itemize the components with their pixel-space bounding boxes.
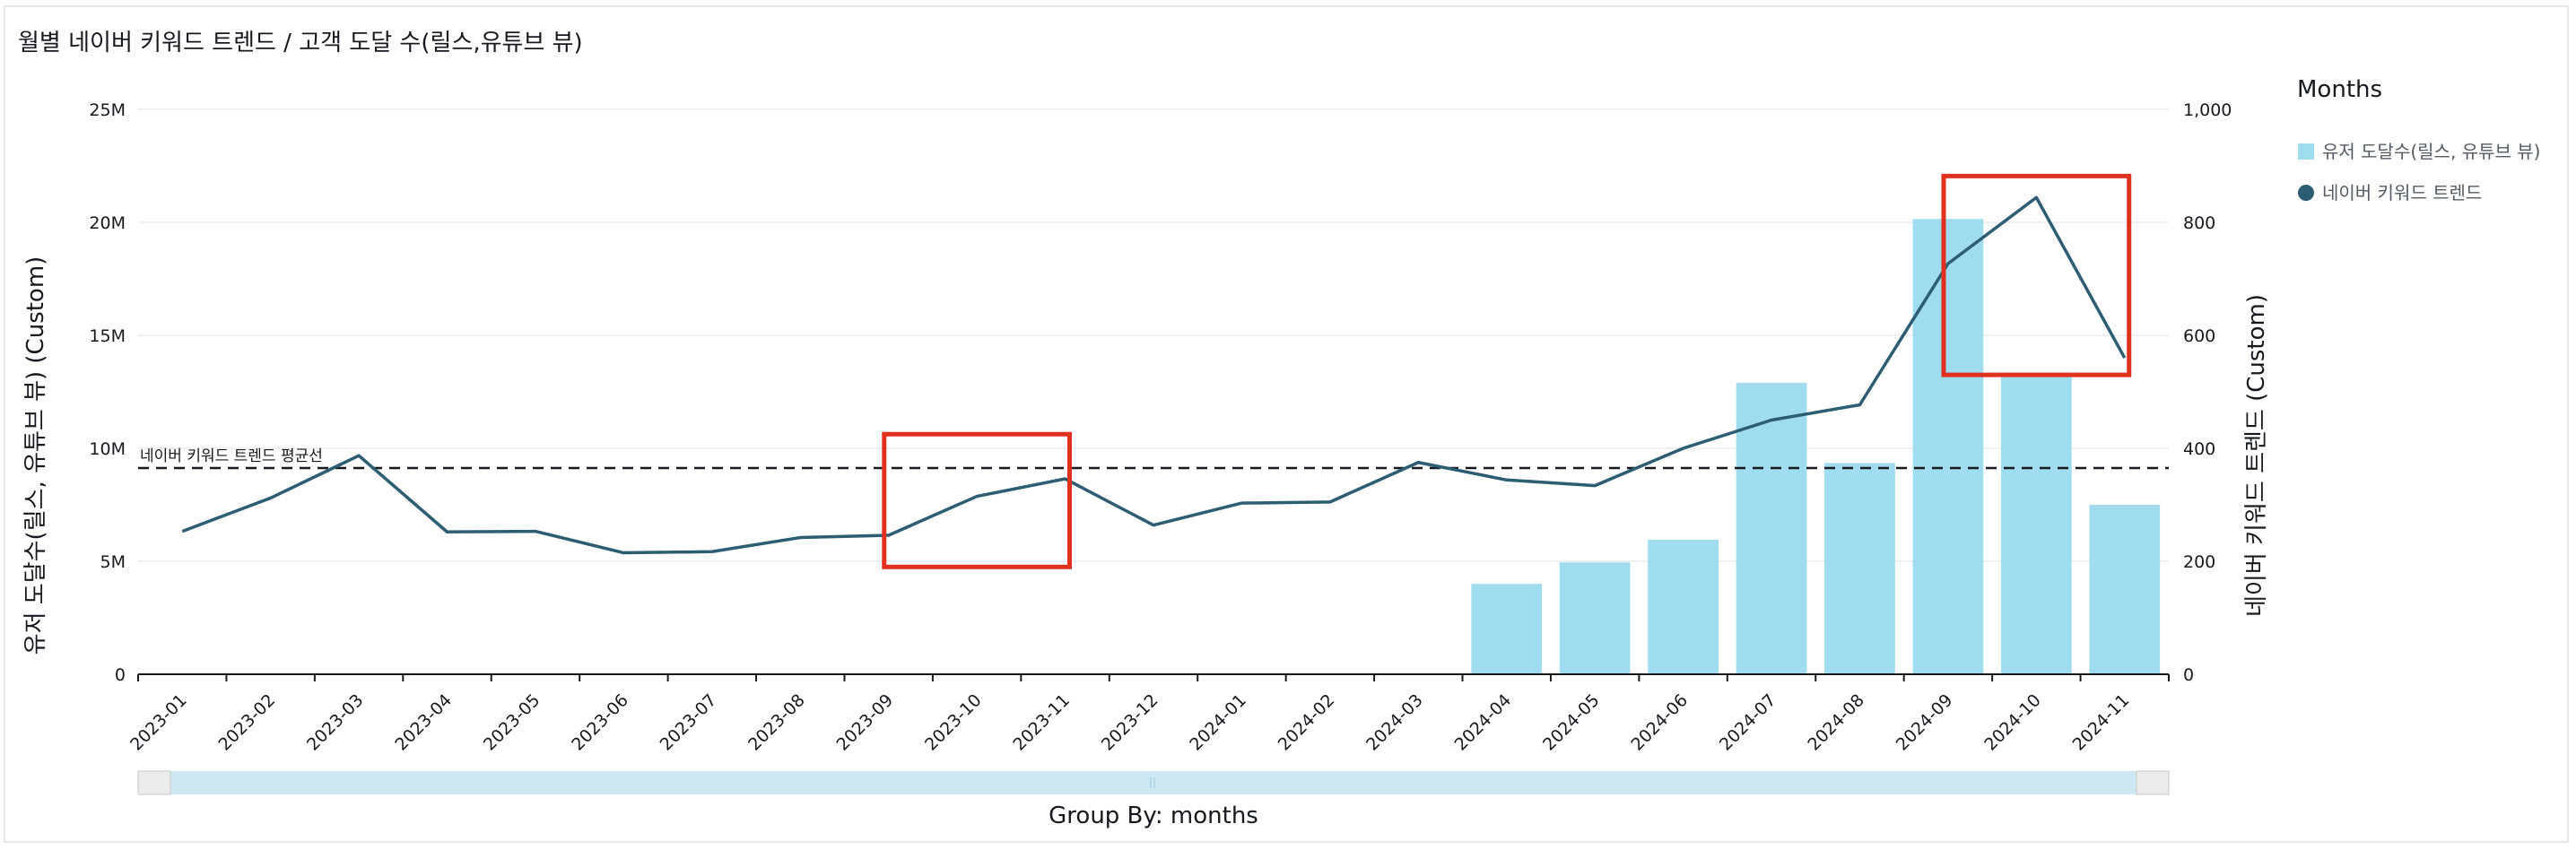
- x-tick-label: 2023-02: [214, 690, 279, 755]
- y-axis-title: 유저 도달수(릴스, 유튜브 뷰) (Custom): [22, 256, 49, 655]
- chart-canvas: 월별 네이버 키워드 트렌드 / 고객 도달 수(릴스,유튜브 뷰) 네이버 키…: [18, 30, 2540, 829]
- x-tick-label: 2024-08: [1804, 690, 1868, 755]
- legend-title: Months: [2297, 76, 2382, 103]
- bar[interactable]: [2089, 505, 2161, 674]
- x-tick-label: 2023-10: [921, 690, 986, 755]
- bar[interactable]: [1912, 219, 1984, 674]
- y2-axis-title: 네이버 키워드 트렌드 (Custom): [2243, 294, 2270, 617]
- y2-tick-label: 400: [2183, 439, 2215, 459]
- legend-item-bar[interactable]: 유저 도달수(릴스, 유튜브 뷰): [2298, 141, 2540, 162]
- y-tick-label: 20M: [89, 213, 126, 233]
- x-tick-label: 2024-03: [1362, 690, 1427, 755]
- x-tick-label: 2024-07: [1716, 690, 1780, 755]
- legend-item-line[interactable]: 네이버 키워드 트렌드: [2298, 182, 2482, 204]
- trend-line[interactable]: [181, 195, 2127, 555]
- x-tick-label: 2024-05: [1539, 690, 1604, 755]
- axes: 0 0 5M 200 10M 400 15M 600 20M 800 25M 1,000 2023-01…: [89, 100, 2232, 755]
- bar[interactable]: [1824, 463, 1895, 674]
- bar[interactable]: [1559, 562, 1631, 674]
- bar[interactable]: [1736, 382, 1807, 674]
- scrollbar-track[interactable]: [138, 771, 2169, 794]
- x-tick-label: 2023-07: [657, 690, 721, 755]
- bar[interactable]: [1648, 540, 1719, 674]
- x-tick-label: 2023-01: [126, 690, 191, 755]
- bar-series: [1471, 219, 2161, 674]
- x-tick-label: 2024-04: [1451, 690, 1516, 755]
- y2-tick-label: 600: [2183, 326, 2215, 346]
- x-tick-label: 2024-10: [1980, 690, 2045, 755]
- x-tick-label: 2023-03: [303, 690, 368, 755]
- y-tick-label: 0: [115, 665, 126, 685]
- y-tick-label: 5M: [100, 552, 126, 572]
- y2-tick-label: 0: [2183, 665, 2194, 685]
- highlight-box: [1941, 173, 2132, 377]
- x-tick-label: 2023-12: [1098, 690, 1162, 755]
- bar[interactable]: [1471, 584, 1543, 674]
- legend-swatch-bar: [2298, 143, 2314, 160]
- y-tick-label: 10M: [89, 439, 126, 459]
- legend-swatch-line: [2298, 185, 2314, 201]
- x-tick-label: 2023-11: [1009, 690, 1074, 755]
- highlight-boxes: [882, 173, 2132, 569]
- reference-line-group: 네이버 키워드 트렌드 평균선: [138, 447, 2169, 470]
- x-tick-label: 2024-06: [1627, 690, 1692, 755]
- x-tick-label: 2023-08: [744, 690, 809, 755]
- x-tick-label: 2023-09: [833, 690, 898, 755]
- highlight-box: [882, 431, 1072, 569]
- scrollbar-right-handle[interactable]: [2136, 770, 2170, 795]
- y-tick-label: 15M: [89, 326, 126, 346]
- x-tick-label: 2024-09: [1893, 690, 1957, 755]
- line-series: [181, 195, 2127, 555]
- y-tick-label: 25M: [89, 100, 126, 120]
- bar[interactable]: [2000, 376, 2072, 674]
- legend-label-bar: 유저 도달수(릴스, 유튜브 뷰): [2322, 141, 2540, 162]
- y2-tick-label: 800: [2183, 213, 2215, 233]
- x-tick-label: 2023-04: [391, 690, 456, 755]
- scrollbar-left-handle[interactable]: [137, 770, 171, 795]
- x-tick-label: 2024-01: [1186, 690, 1250, 755]
- average-reference-label: 네이버 키워드 트렌드 평균선: [140, 447, 323, 465]
- y2-tick-label: 200: [2183, 552, 2215, 572]
- y2-tick-label: 1,000: [2183, 100, 2232, 120]
- group-by-label: Group By: months: [1049, 802, 1258, 829]
- chart-panel: 월별 네이버 키워드 트렌드 / 고객 도달 수(릴스,유튜브 뷰) 네이버 키…: [4, 5, 2569, 843]
- x-tick-label: 2024-11: [2069, 690, 2134, 755]
- range-scrollbar[interactable]: [137, 770, 2170, 795]
- x-tick-label: 2023-06: [568, 690, 632, 755]
- legend-label-line: 네이버 키워드 트렌드: [2322, 182, 2482, 204]
- x-tick-label: 2023-05: [480, 690, 544, 755]
- chart-title: 월별 네이버 키워드 트렌드 / 고객 도달 수(릴스,유튜브 뷰): [18, 30, 583, 56]
- x-tick-label: 2024-02: [1275, 690, 1339, 755]
